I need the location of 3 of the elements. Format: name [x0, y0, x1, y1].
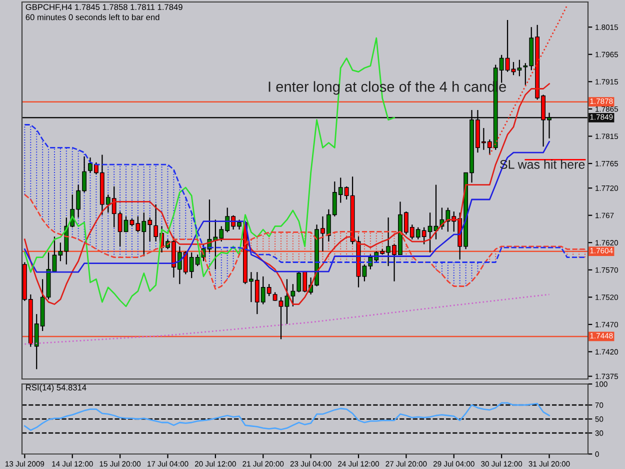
chart-title: GBPCHF,H4 1.7845 1.7858 1.7811 1.7849	[26, 4, 182, 11]
chart-title: RSI(14) 54.8314	[26, 384, 86, 392]
text: 60 minutes 0 seconds left to bar end	[26, 14, 160, 20]
